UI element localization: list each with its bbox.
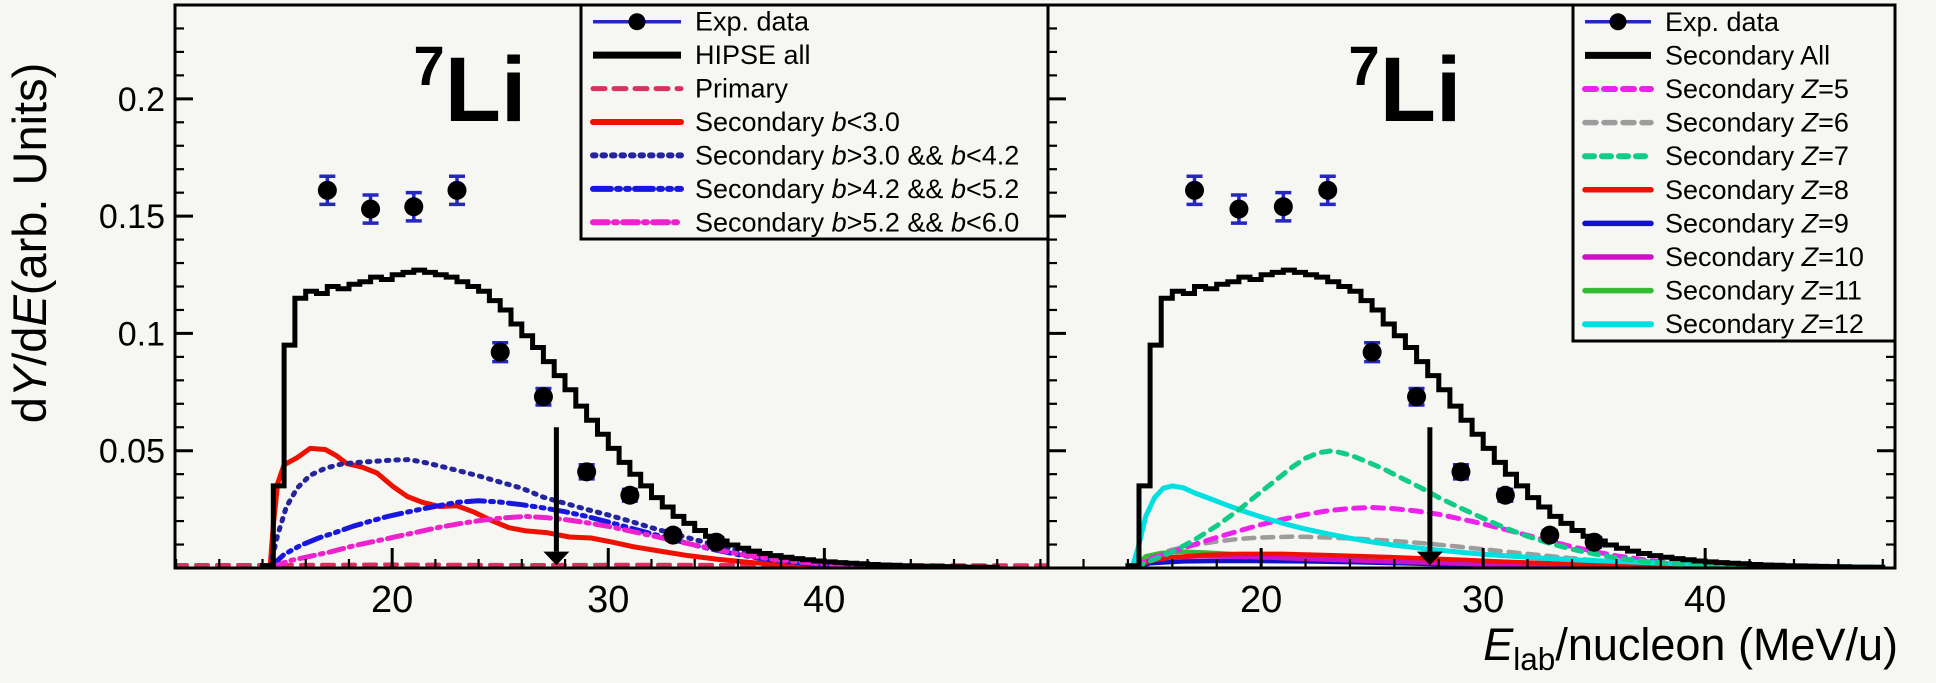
legend-box	[1571, 3, 1897, 343]
legend-entry: Secondary Z=12	[1582, 309, 1864, 339]
legend-entry: Secondary Z=10	[1582, 242, 1864, 272]
exp-point	[1451, 462, 1471, 482]
legend-label: Secondary b>3.0 && b<4.2	[695, 140, 1019, 170]
legend-entry: Secondary Z=11	[1582, 276, 1862, 306]
series-secondary-z-8	[1132, 551, 1786, 568]
exp-point	[404, 197, 424, 217]
x-tick-label: 30	[1462, 579, 1504, 621]
legend-entry: Primary	[590, 74, 788, 104]
legend-entry: Secondary Z=6	[1582, 108, 1849, 138]
x-tick-label: 40	[1684, 579, 1726, 621]
legend-entry: Secondary All	[1585, 40, 1830, 70]
legend-label: Secondary b>4.2 && b<5.2	[695, 174, 1019, 204]
exp-point	[317, 180, 337, 200]
threshold-arrow-head	[1416, 551, 1443, 566]
legend-entry: Secondary Z=5	[1582, 74, 1849, 104]
y-tick-label: 0.15	[99, 198, 165, 236]
exp-point	[490, 342, 510, 362]
legend-entry: Exp. data	[593, 7, 810, 37]
series-secondary-b-4-2-b-5-2	[267, 498, 935, 568]
legend-label: Secondary Z=12	[1665, 309, 1864, 339]
legend-label: Secondary Z=7	[1665, 141, 1849, 171]
x-tick-label: 20	[371, 579, 413, 621]
legend-label: HIPSE all	[695, 40, 811, 70]
panel-title-isotope: 7Li	[1349, 34, 1462, 141]
plot-area-left	[175, 174, 1048, 568]
legend-exp-marker	[1609, 13, 1627, 31]
legend-entry: Secondary Z=8	[1582, 175, 1849, 205]
series-secondary-b-5-2-b-6-0	[268, 513, 957, 568]
legend-label: Secondary Z=9	[1665, 208, 1849, 238]
legend-entry: Secondary Z=7	[1582, 141, 1849, 171]
exp-point	[1362, 342, 1382, 362]
y-axis-title: dY/dE(arb. Units)	[3, 63, 56, 424]
x-tick-label: 20	[1240, 579, 1282, 621]
exp-point	[1229, 199, 1249, 219]
exp-data-points	[1185, 174, 1604, 552]
legend-box	[579, 3, 1050, 241]
series-secondary-b-3-0	[267, 445, 935, 568]
legend-entry: HIPSE all	[593, 40, 811, 70]
legend-entry: Exp. data	[1585, 7, 1780, 37]
exp-point	[1584, 532, 1604, 552]
legend-label: Secondary b>5.2 && b<6.0	[695, 207, 1019, 237]
y-tick-label: 0.1	[118, 315, 165, 353]
histogram-hipse-all	[260, 267, 1000, 568]
panel-title-isotope: 7Li	[414, 34, 527, 141]
exp-point	[706, 532, 726, 552]
legend-label: Secondary Z=10	[1665, 242, 1864, 272]
exp-point	[1185, 180, 1205, 200]
y-tick-label: 0.2	[118, 81, 165, 119]
exp-point	[533, 387, 553, 407]
exp-point	[1407, 387, 1427, 407]
legend-label: Primary	[695, 74, 788, 104]
legend-label: Secondary Z=6	[1665, 108, 1849, 138]
legend-label: Secondary All	[1665, 40, 1830, 70]
legend-entry: Secondary b>3.0 && b<4.2	[590, 140, 1019, 170]
series-secondary-b-3-0-b-4-2	[267, 457, 979, 568]
y-tick-label: 0.05	[99, 433, 165, 471]
exp-point	[1318, 180, 1338, 200]
legend-entry: Secondary b>4.2 && b<5.2	[590, 174, 1019, 204]
legend-label: Secondary Z=5	[1665, 74, 1849, 104]
exp-point	[1273, 197, 1293, 217]
exp-point	[1495, 485, 1515, 505]
exp-point	[577, 462, 597, 482]
exp-point	[620, 485, 640, 505]
legend-label: Exp. data	[1665, 7, 1780, 37]
exp-point	[361, 199, 381, 219]
x-tick-label: 40	[803, 579, 845, 621]
series-secondary-z-7	[1132, 448, 1819, 568]
exp-point	[663, 525, 683, 545]
legend-entry: Secondary Z=9	[1582, 208, 1849, 238]
legend-entry: Secondary b<3.0	[590, 107, 900, 137]
threshold-arrow-head	[543, 551, 570, 566]
exp-point	[447, 180, 467, 200]
x-axis-title: Elab/nucleon (MeV/u)	[1483, 619, 1898, 677]
exp-data-points	[317, 174, 726, 552]
exp-point	[1540, 525, 1560, 545]
legend-label: Exp. data	[695, 7, 810, 37]
legend-label: Secondary Z=8	[1665, 175, 1849, 205]
legend-entry: Secondary b>5.2 && b<6.0	[590, 207, 1019, 237]
legend-exp-marker	[628, 13, 646, 31]
legend-label: Secondary Z=11	[1665, 276, 1862, 306]
x-tick-label: 30	[587, 579, 629, 621]
histogram-secondary-all	[1125, 267, 1886, 568]
legend-label: Secondary b<3.0	[695, 107, 900, 137]
